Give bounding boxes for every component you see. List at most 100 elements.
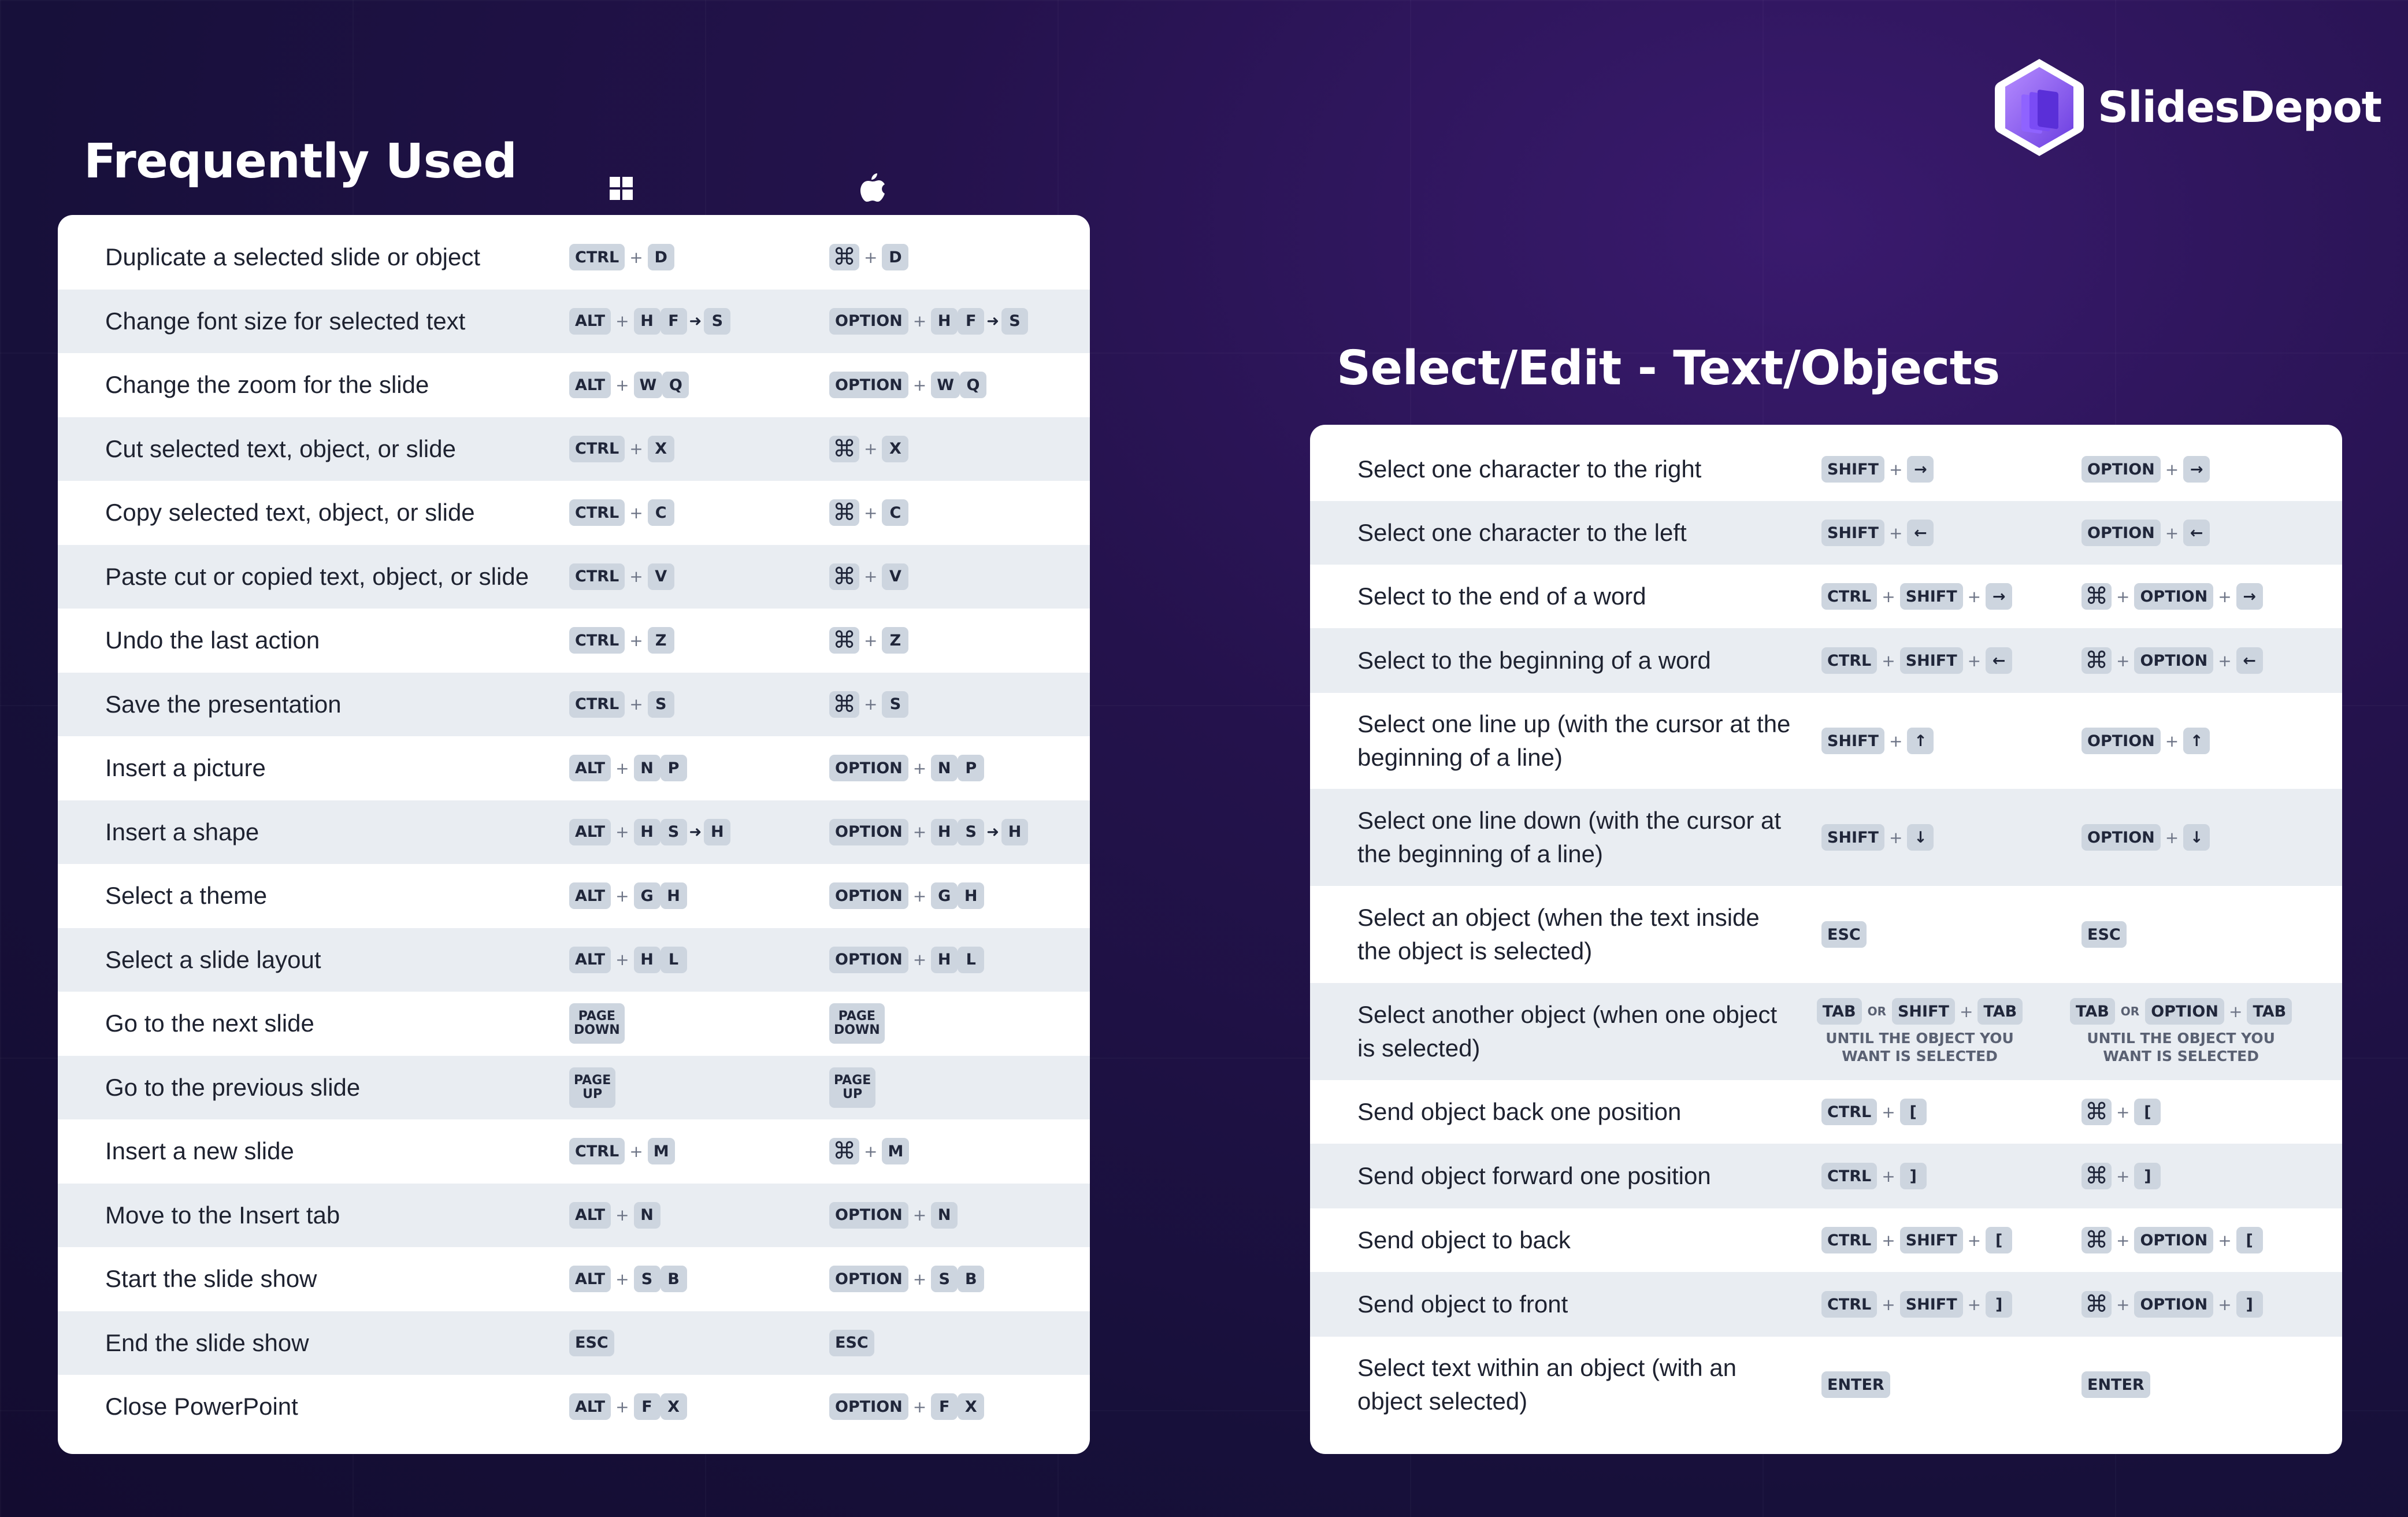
plus-separator: + [1882, 1295, 1895, 1314]
keycap: OPTION [2082, 728, 2161, 754]
keycap: D [882, 244, 909, 271]
plus-separator: + [2218, 1230, 2232, 1250]
brand-logo: SlidesDepot [1994, 57, 2382, 158]
windows-shortcut: ALT + F X [569, 1393, 687, 1420]
keycap: H [1001, 818, 1029, 845]
plus-separator: + [1882, 1102, 1895, 1122]
keycap: OPTION [2145, 998, 2224, 1025]
keycap: CTRL [569, 563, 625, 590]
sequence-arrow-icon: ➜ [689, 312, 702, 330]
keycap: CTRL [1821, 647, 1878, 674]
plus-separator: + [2116, 1102, 2130, 1122]
keycap: ← [2236, 647, 2263, 674]
plus-separator: + [1888, 731, 1903, 751]
shortcut-label: Copy selected text, object, or slide [105, 499, 475, 526]
keycap: ↑ [1907, 728, 1934, 754]
keycap: H [958, 882, 985, 910]
keycap: ESC [829, 1329, 874, 1356]
windows-shortcut: SHIFT + ↓ [1821, 824, 1934, 851]
keycap: Z [647, 627, 674, 654]
keycap: S [647, 691, 674, 718]
keycap: OPTION [829, 1266, 908, 1293]
plus-separator: + [615, 950, 629, 970]
keycap: OPTION [2134, 1291, 2214, 1318]
windows-shortcut: SHIFT + ↑ [1821, 728, 1934, 754]
keycap: → [2236, 583, 2263, 610]
keycap: Q [662, 372, 689, 399]
windows-shortcut: CTRL + SHIFT +[ [1821, 1227, 2013, 1253]
plus-separator: + [864, 503, 878, 522]
shortcut-row: Select another object (when one object i… [1310, 983, 2342, 1080]
or-separator: OR [1867, 1004, 1886, 1018]
shortcut-row: Go to the previous slide PAGE UP PAGE UP [58, 1055, 1090, 1119]
plus-separator: + [912, 886, 927, 906]
keycap: ENTER [1821, 1371, 1890, 1398]
mac-shortcut: OPTION + N P [829, 755, 985, 782]
keycap: PAGE UP [569, 1067, 616, 1108]
shortcut-row: Move to the Insert tab ALT + N OPTION + N [58, 1183, 1090, 1247]
windows-shortcut: CTRL + X [569, 435, 674, 462]
shortcut-row: Send object back one position CTRL +[⌘ +[ [1310, 1080, 2342, 1144]
shortcut-label: Insert a shape [105, 818, 259, 845]
shortcut-label: Undo the last action [105, 626, 320, 654]
keycap: Q [960, 372, 987, 399]
keycap: N [931, 755, 958, 782]
command-key-icon: ⌘ [829, 627, 859, 654]
keycap: C [882, 499, 909, 526]
keycap: ALT [569, 1393, 611, 1420]
shortcut-row: Cut selected text, object, or slide CTRL +… [58, 417, 1090, 481]
plus-separator: + [629, 247, 643, 267]
keycap: CTRL [1821, 1163, 1878, 1189]
section-title-frequently-used: Frequently Used [84, 134, 517, 189]
keycap: OPTION [829, 1393, 908, 1420]
keycap: ↑ [2183, 728, 2210, 754]
plus-separator: + [2228, 1002, 2243, 1021]
plus-separator: + [912, 950, 927, 970]
keycap: B [958, 1266, 985, 1293]
keycap: CTRL [569, 244, 625, 271]
plus-separator: + [912, 311, 927, 331]
keycap: CTRL [569, 691, 625, 718]
keycap: TAB [2070, 998, 2115, 1025]
mac-shortcut: TAB OR OPTION + TAB UNTIL THE OBJECT YOU WANT… [2070, 998, 2292, 1065]
keycap: PAGE DOWN [569, 1003, 625, 1044]
shortcut-note: UNTIL THE OBJECT YOU WANT IS SELECTED [2087, 1030, 2275, 1065]
keycap: ALT [569, 946, 611, 973]
keycap: OPTION [2082, 456, 2161, 483]
keycap: SHIFT [1821, 456, 1884, 483]
keycap: OPTION [2082, 520, 2161, 546]
command-key-icon: ⌘ [829, 691, 859, 718]
plus-separator: + [629, 503, 643, 522]
plus-separator: + [615, 375, 629, 395]
keycap: F [931, 1393, 958, 1420]
shortcut-row: Select one character to the right SHIFT + →… [1310, 437, 2342, 501]
keycap: M [647, 1138, 675, 1165]
shortcut-note: UNTIL THE OBJECT YOU WANT IS SELECTED [1826, 1030, 2014, 1065]
mac-shortcut: OPTION + S B [829, 1266, 985, 1293]
shortcut-row: Insert a new slide CTRL + M ⌘ + M [58, 1119, 1090, 1184]
plus-separator: + [1882, 1166, 1895, 1186]
plus-separator: + [1882, 587, 1895, 606]
keycap: S [704, 307, 731, 335]
keycap: [ [2236, 1227, 2263, 1253]
shortcut-row: Select one line down (with the cursor at… [1310, 789, 2342, 886]
keycap: → [2183, 456, 2210, 483]
plus-separator: + [2218, 1295, 2232, 1314]
shortcut-row: Change font size for selected text ALT + H F… [58, 289, 1090, 353]
keycap: OPTION [829, 372, 908, 399]
mac-shortcut: OPTION + → [2082, 456, 2210, 483]
command-key-icon: ⌘ [829, 499, 859, 526]
keycap: [ [2134, 1099, 2161, 1125]
shortcut-row: Change the zoom for the slide ALT + W Q OPTIO… [58, 353, 1090, 417]
keycap: ] [1899, 1163, 1927, 1189]
shortcut-label: Move to the Insert tab [105, 1201, 340, 1229]
plus-separator: + [864, 247, 878, 267]
keycap: SHIFT [1821, 824, 1884, 851]
mac-shortcut: ESC [2082, 921, 2127, 948]
keycap: ] [2236, 1291, 2263, 1318]
shortcut-label: Go to the next slide [105, 1010, 314, 1037]
keycap: S [882, 691, 909, 718]
keycap: H [633, 818, 661, 845]
mac-shortcut: OPTION + F X [829, 1393, 985, 1420]
shortcut-row: Insert a shape ALT + H S ➜ H OPTION + H S ➜ H [58, 800, 1090, 864]
